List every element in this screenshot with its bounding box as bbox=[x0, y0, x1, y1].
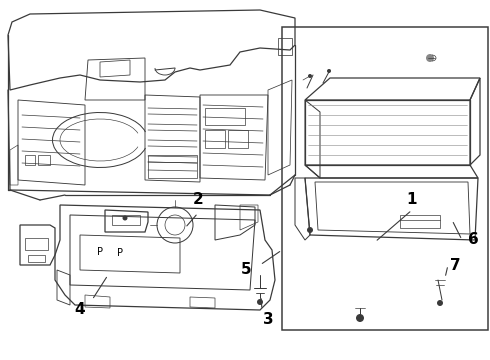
Text: 1: 1 bbox=[407, 193, 417, 207]
Text: 5: 5 bbox=[241, 262, 251, 278]
Text: 2: 2 bbox=[193, 193, 203, 207]
Text: 3: 3 bbox=[263, 312, 273, 328]
Circle shape bbox=[307, 227, 313, 233]
Circle shape bbox=[437, 300, 443, 306]
Circle shape bbox=[356, 314, 364, 322]
Text: P: P bbox=[117, 248, 123, 258]
Text: P: P bbox=[97, 247, 103, 257]
Circle shape bbox=[426, 54, 434, 62]
Circle shape bbox=[257, 299, 263, 305]
Circle shape bbox=[122, 216, 127, 220]
Text: 6: 6 bbox=[467, 233, 478, 248]
Circle shape bbox=[308, 74, 312, 78]
Circle shape bbox=[327, 69, 331, 73]
Text: 7: 7 bbox=[450, 257, 460, 273]
Text: 4: 4 bbox=[74, 302, 85, 318]
